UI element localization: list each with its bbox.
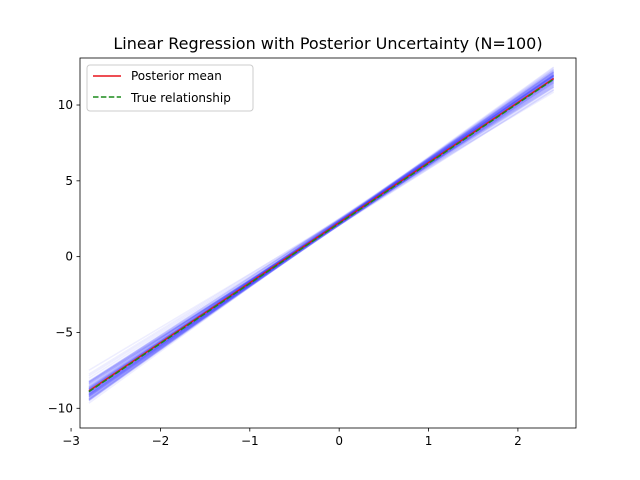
x-tick-label: −1 [241,434,259,448]
series-lines [88,77,555,393]
posterior-sample-line [88,79,555,394]
posterior-sample-line [88,91,555,371]
posterior-sample-line [88,82,555,385]
x-tick-label: 0 [335,434,343,448]
y-axis: −10 −5 0 5 10 [48,98,80,415]
posterior-sample-line [88,75,555,388]
posterior-sample-line [88,74,555,387]
x-tick-label: 2 [514,434,522,448]
posterior-sample-line [88,75,555,389]
posterior-sample-line [88,72,555,402]
x-axis: −3 −2 −1 0 1 2 [62,428,522,448]
posterior-sample-line [88,82,555,382]
y-tick-label: 5 [65,174,73,188]
legend-box [86,64,254,112]
posterior-sample-line [88,80,555,393]
posterior-sample-line [88,82,555,383]
posterior-sample-line [88,77,555,390]
legend: Posterior mean True relationship [86,64,254,112]
x-tick-label: 1 [425,434,433,448]
posterior-sample-line [88,73,555,400]
posterior-sample-line [88,73,555,400]
posterior-sample-line [88,84,555,379]
plot-frame [79,57,577,429]
y-tick-label: −10 [48,401,73,415]
posterior-sample-line [88,89,555,384]
posterior-sample-line [88,78,555,383]
posterior-sample-line [88,81,555,393]
x-tick-label: −3 [62,434,80,448]
y-tick-label: 0 [65,250,73,264]
posterior-sample-line [88,86,555,377]
legend-label-posterior-mean: Posterior mean [131,69,222,83]
chart-title: Linear Regression with Posterior Uncerta… [113,34,542,53]
posterior-sample-line [88,74,555,391]
posterior-sample-line [88,75,555,391]
posterior-sample-line [88,79,555,396]
series-line-true-relationship [88,78,555,393]
posterior-sample-line [88,75,555,399]
y-tick-label: 10 [58,98,73,112]
legend-label-true-relationship: True relationship [130,91,231,105]
x-tick-label: −2 [152,434,170,448]
posterior-sample-line [88,85,555,375]
y-tick-label: −5 [55,325,73,339]
